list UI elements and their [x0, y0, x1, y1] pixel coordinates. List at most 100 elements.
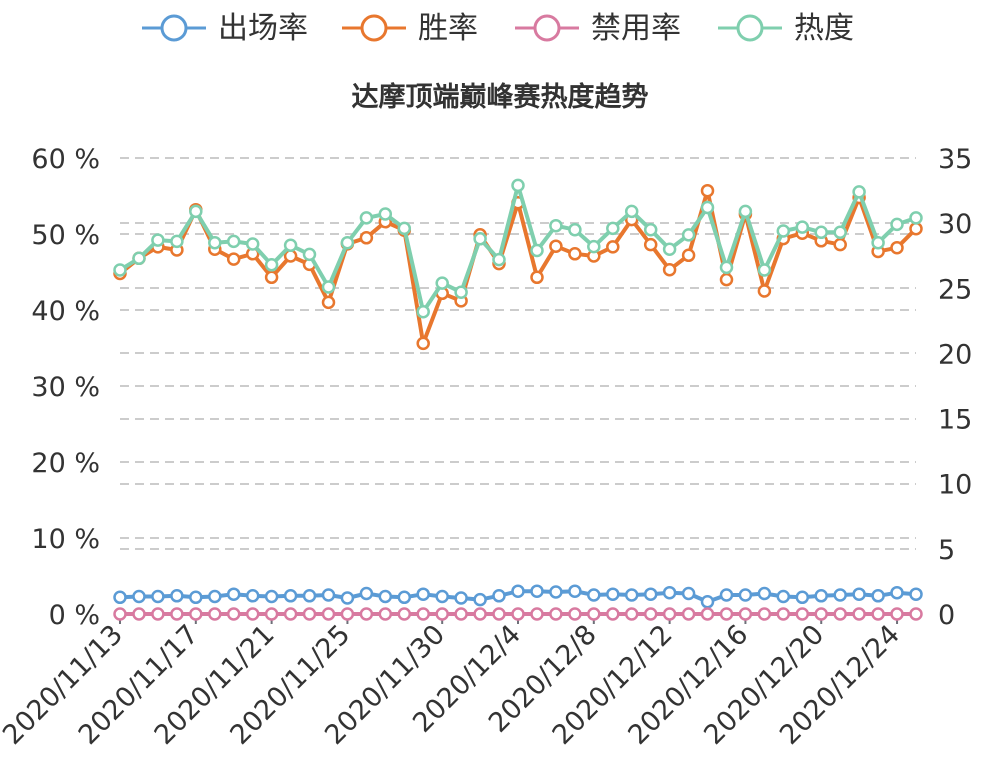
data-point [643, 607, 658, 621]
data-point [416, 587, 430, 601]
data-point [151, 233, 165, 247]
data-point [606, 221, 620, 236]
data-point [871, 589, 885, 603]
data-point [757, 263, 772, 277]
data-point [397, 607, 412, 621]
data-point [587, 607, 601, 621]
y-left-tick-label: 30 % [31, 372, 100, 403]
data-point [852, 587, 866, 601]
y-right-tick-label: 10 [938, 470, 972, 501]
data-point [549, 218, 563, 233]
data-point [245, 589, 260, 603]
data-point [852, 185, 866, 199]
data-point [340, 607, 355, 621]
data-point [321, 280, 336, 294]
data-point [132, 607, 146, 621]
series-layer [113, 178, 923, 621]
data-point [397, 590, 412, 605]
data-point [321, 588, 336, 602]
data-point [208, 235, 222, 250]
y-right-tick-label: 15 [938, 405, 972, 436]
data-point [795, 607, 810, 621]
data-point [378, 589, 393, 604]
data-point [700, 595, 715, 609]
data-point [568, 247, 582, 261]
y-axis-right: 0 5 10 15 20 25 30 35 [938, 144, 972, 631]
data-point [549, 239, 563, 253]
legend-item: 出场率 [142, 11, 308, 46]
data-point [568, 607, 582, 621]
data-point [435, 607, 449, 621]
data-point [890, 585, 904, 600]
data-point [587, 239, 601, 254]
data-point [700, 200, 715, 215]
data-point [662, 585, 677, 600]
data-point [189, 590, 203, 605]
data-point [643, 587, 658, 601]
data-point [151, 607, 165, 621]
data-point [492, 589, 506, 603]
data-point [757, 607, 772, 621]
legend-item: 禁用率 [515, 11, 681, 46]
data-point [530, 270, 544, 285]
y-axis-left: 0 % 10 % 20 % 30 % 40 % 50 % 60 % [31, 144, 100, 631]
x-axis: 2020/11/132020/11/172020/11/212020/11/25… [0, 613, 917, 751]
data-point [189, 204, 203, 219]
data-point [681, 586, 696, 601]
data-point [226, 607, 241, 621]
data-point [833, 237, 847, 252]
data-point [909, 211, 923, 225]
data-point [359, 211, 374, 225]
data-point [208, 589, 222, 604]
data-point [719, 588, 734, 602]
data-point [738, 588, 753, 602]
legend-label: 胜率 [418, 11, 478, 46]
data-point [909, 221, 923, 236]
data-point [511, 584, 525, 598]
data-point [568, 584, 582, 598]
data-point [359, 607, 374, 621]
data-point [264, 258, 279, 272]
legend-marker [533, 14, 561, 42]
data-point [226, 252, 241, 266]
data-point [738, 607, 753, 621]
data-point [283, 249, 298, 263]
data-point [302, 247, 317, 262]
data-point [397, 221, 412, 236]
data-point [435, 276, 449, 290]
data-point [606, 607, 620, 621]
y-right-tick-label: 35 [938, 144, 972, 175]
data-point [890, 240, 904, 255]
data-point [624, 204, 639, 219]
y-left-tick-label: 50 % [31, 220, 100, 251]
data-point [776, 224, 791, 238]
data-point [549, 585, 563, 599]
data-point [264, 607, 279, 621]
y-right-tick-label: 0 [938, 600, 955, 631]
data-point [302, 589, 317, 603]
data-point [606, 587, 620, 601]
data-point [681, 248, 696, 263]
data-point [170, 234, 184, 249]
data-point [454, 285, 468, 299]
data-point [530, 607, 544, 621]
legend-marker [360, 14, 388, 42]
y-left-tick-label: 20 % [31, 448, 100, 479]
data-point [776, 589, 791, 604]
data-point [416, 336, 430, 351]
chart-title: 达摩顶端巅峰赛热度趋势 [352, 81, 649, 113]
y-right-tick-label: 30 [938, 209, 972, 240]
y-right-tick-label: 20 [938, 339, 972, 370]
data-point [170, 607, 184, 621]
data-point [170, 589, 184, 603]
series-禁用率 [113, 607, 923, 621]
data-point [132, 251, 146, 266]
data-point [454, 607, 468, 621]
data-point [719, 607, 734, 621]
data-point [662, 607, 677, 621]
data-point [662, 262, 677, 277]
data-point [814, 589, 828, 603]
y-left-tick-label: 0 % [49, 600, 100, 631]
data-point [340, 235, 355, 250]
